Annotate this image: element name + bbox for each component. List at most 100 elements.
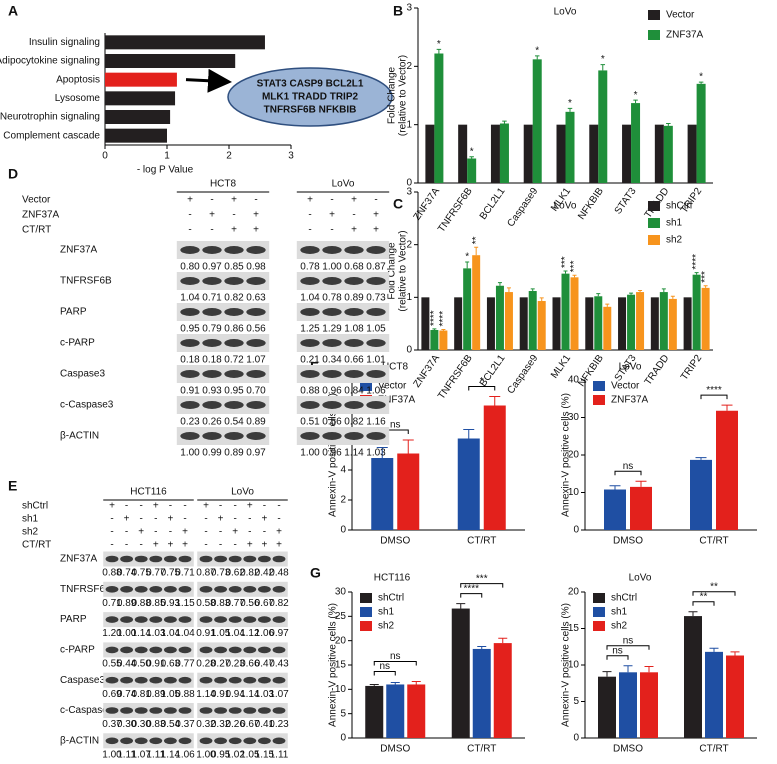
band-quantification: 0.99 — [202, 448, 222, 459]
condition-sign: - — [110, 540, 113, 551]
bar — [457, 438, 480, 530]
y-tick-label: 25 — [335, 611, 347, 622]
y-axis-label: Annexin-V positive cells (%) — [328, 393, 339, 517]
blot-band — [243, 555, 257, 563]
x-tick-label: Caspase9 — [506, 186, 541, 230]
blot-band — [202, 277, 222, 285]
band-quantification: 0.54 — [161, 719, 181, 730]
band-quantification: 0.21 — [300, 355, 320, 366]
band-quantification: 0.94 — [225, 689, 245, 700]
significance-stars: *** — [569, 260, 580, 272]
significance-bracket — [373, 661, 417, 666]
blot-band — [228, 616, 242, 623]
legend-label: shCtrl — [611, 593, 637, 604]
blot-band — [214, 586, 228, 593]
blot-band — [149, 555, 163, 563]
blot-band — [199, 646, 213, 654]
protein-label: PARP — [60, 614, 87, 625]
condition-label: CT/RT — [22, 225, 51, 236]
significance-stars: ** — [471, 236, 482, 244]
condition-sign: + — [276, 540, 282, 551]
blot-band — [257, 737, 271, 745]
band-quantification: 0.67 — [240, 719, 260, 730]
y-tick-label: Neurotrophin signaling — [0, 112, 100, 123]
blot-band — [246, 246, 266, 254]
arrow — [185, 68, 232, 93]
y-tick-label: 30 — [568, 412, 580, 423]
blot-band — [322, 308, 342, 316]
bar — [454, 297, 463, 350]
band-quantification: 0.97 — [269, 628, 289, 639]
bar — [472, 648, 491, 738]
band-quantification: 0.89 — [246, 417, 266, 428]
blot-strip — [103, 672, 194, 688]
significance-bracket — [606, 645, 650, 650]
annotation: TNFRSF6B NFKBIB — [264, 105, 357, 116]
significance-label: ns — [623, 635, 634, 646]
protein-label: Caspase3 — [60, 369, 105, 380]
band-quantification: 1.05 — [211, 628, 231, 639]
panel-label: D — [8, 166, 18, 182]
blot-band — [246, 370, 266, 378]
condition-sign: + — [373, 210, 379, 221]
blot-band — [272, 586, 286, 593]
condition-sign: - — [219, 501, 222, 512]
blot-band — [105, 586, 119, 593]
condition-sign: + — [203, 501, 209, 512]
error-bar — [703, 285, 708, 288]
panel-label: E — [8, 478, 17, 494]
error-bar — [477, 646, 487, 649]
error-bar — [369, 683, 379, 686]
significance-bracket — [692, 601, 715, 606]
chart-title: HCT8 — [382, 362, 409, 373]
blot-band — [120, 586, 134, 593]
blot-band — [180, 308, 200, 316]
y-axis-label: Fold Change — [387, 66, 398, 124]
band-quantification: 1.11 — [270, 749, 289, 760]
band-quantification: 1.04 — [225, 628, 245, 639]
blot-band — [149, 616, 163, 623]
condition-sign: + — [247, 540, 253, 551]
error-bar — [666, 123, 671, 126]
blot-band — [322, 432, 342, 440]
band-quantification: 0.77 — [175, 659, 195, 670]
significance-bracket — [614, 470, 642, 476]
x-tick-label: CT/RT — [699, 744, 728, 755]
blot-band — [199, 707, 213, 714]
x-axis-label: - log P Value — [137, 165, 194, 176]
condition-sign: - — [110, 527, 113, 538]
condition-sign: - — [204, 514, 207, 525]
blot-band — [344, 277, 364, 285]
blot-band — [105, 676, 119, 684]
blot-band — [134, 616, 148, 623]
bar — [463, 268, 472, 350]
blot-strip — [197, 703, 288, 718]
band-quantification: 0.26 — [225, 719, 245, 730]
bar — [585, 297, 594, 350]
legend-label: ZNF37A — [378, 395, 416, 406]
condition-sign: + — [167, 514, 173, 525]
condition-sign: - — [125, 527, 128, 538]
bar — [504, 292, 513, 350]
error-bar — [530, 288, 535, 292]
band-quantification: 0.50 — [131, 659, 151, 670]
significance-stars: **** — [691, 254, 702, 270]
blot-band — [178, 616, 192, 623]
band-quantification: 0.62 — [225, 568, 245, 579]
band-quantification: 0.88 — [102, 568, 122, 579]
blot-band — [224, 339, 244, 347]
band-quantification: 0.78 — [300, 262, 320, 273]
x-tick-label: TNFRSF6B — [436, 186, 475, 235]
condition-label: ZNF37A — [22, 210, 60, 221]
bar — [523, 124, 533, 183]
blot-band — [228, 586, 242, 593]
condition-sign: - — [125, 540, 128, 551]
blot-band — [257, 646, 271, 654]
bar — [687, 124, 697, 183]
significance-bracket — [700, 394, 728, 400]
bar — [105, 72, 177, 87]
blot-band — [105, 646, 119, 654]
blot-band — [199, 676, 213, 684]
x-tick-label: CT/RT — [467, 536, 496, 547]
